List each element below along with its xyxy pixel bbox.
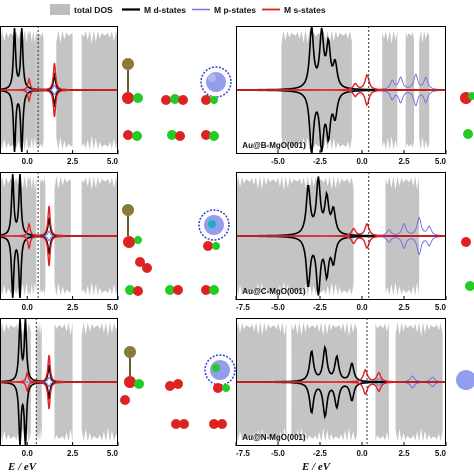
- dos-s-states-down: [236, 89, 446, 107]
- dos-s-states-down: [236, 235, 446, 250]
- dos-s-states-down: [0, 381, 118, 410]
- x-tick-label: 0.0: [22, 449, 34, 458]
- x-tick-label: 5.0: [107, 303, 119, 312]
- structure-row-1: [122, 58, 474, 141]
- legend-label-s-states: M s-states: [284, 5, 326, 15]
- x-tick-label: 2.5: [398, 303, 410, 312]
- dos-panel-right-row-3: -7.5 -5.0 -2.5 0.0 2.5 5.0 Au@N-MgO(001): [235, 318, 447, 458]
- x-tick-label: -5.0: [271, 449, 285, 458]
- atomic-structure-illustrations: [120, 58, 474, 429]
- x-tick-label: 0.0: [356, 303, 368, 312]
- x-tick-label: 0.0: [22, 303, 34, 312]
- x-tick-label: -2.5: [313, 157, 327, 166]
- dos-panel-left-row-1: 0.0 2.5 5.0: [0, 26, 119, 166]
- x-tick-label: 2.5: [67, 449, 79, 458]
- structure-row-2: [122, 204, 474, 296]
- panel-frame: [0, 318, 118, 446]
- panel-frame: [236, 318, 446, 446]
- panel-title: Au@B-MgO(001): [242, 141, 306, 150]
- legend-label-d-states: M d-states: [144, 5, 186, 15]
- x-axis-label-right: E / eV: [301, 461, 332, 473]
- x-tick-label: -2.5: [313, 303, 327, 312]
- panel-frame: [0, 172, 118, 300]
- x-tick-label: 5.0: [107, 449, 119, 458]
- x-tick-label: 2.5: [398, 449, 410, 458]
- x-tick-label: 5.0: [435, 303, 447, 312]
- x-tick-label: 0.0: [356, 449, 368, 458]
- dos-panel-left-row-3: 0.0 2.5 5.0: [0, 318, 119, 458]
- panel-title: Au@C-MgO(001): [242, 287, 306, 296]
- dos-panel-right-row-2: -7.5 -5.0 -2.5 0.0 2.5 5.0 Au@C-MgO(001): [235, 172, 447, 312]
- legend-swatch-total-dos: [50, 4, 70, 15]
- x-tick-label: -7.5: [236, 303, 250, 312]
- dos-s-states-down: [0, 235, 118, 267]
- panel-title: Au@N-MgO(001): [242, 433, 306, 442]
- x-tick-label: 5.0: [435, 449, 447, 458]
- panel-frame: [236, 26, 446, 154]
- x-axis-labels: E / eV E / eV: [7, 461, 332, 473]
- legend-label-p-states: M p-states: [214, 5, 256, 15]
- x-axis-label-left: E / eV: [7, 461, 38, 473]
- x-tick-label: 2.5: [67, 157, 79, 166]
- x-tick-label: -5.0: [271, 157, 285, 166]
- x-tick-label: 5.0: [435, 157, 447, 166]
- dos-panel-left-row-2: 0.0 2.5 5.0: [0, 172, 119, 312]
- x-tick-label: 2.5: [67, 303, 79, 312]
- x-tick-label: -7.5: [236, 449, 250, 458]
- x-tick-label: 5.0: [107, 157, 119, 166]
- legend-label-total-dos: total DOS: [74, 5, 113, 15]
- dos-s-states-down: [0, 89, 118, 118]
- dos-panel-right-row-1: -5.0 -2.5 0.0 2.5 5.0 Au@B-MgO(001): [236, 26, 447, 166]
- x-tick-label: -2.5: [313, 449, 327, 458]
- x-tick-label: 2.5: [398, 157, 410, 166]
- structure-row-3: [120, 346, 474, 429]
- dos-s-states-down: [236, 381, 446, 396]
- x-tick-label: -5.0: [271, 303, 285, 312]
- legend: total DOS M d-states M p-states M s-stat…: [50, 4, 326, 15]
- x-tick-label: 0.0: [22, 157, 34, 166]
- x-tick-label: 0.0: [356, 157, 368, 166]
- panel-frame: [236, 172, 446, 300]
- panel-frame: [0, 26, 118, 154]
- dos-panels: 0.0 2.5 5.0 -5.0 -2.5 0.0 2.5 5.0 Au@B-MgO(001) 0…: [0, 26, 447, 458]
